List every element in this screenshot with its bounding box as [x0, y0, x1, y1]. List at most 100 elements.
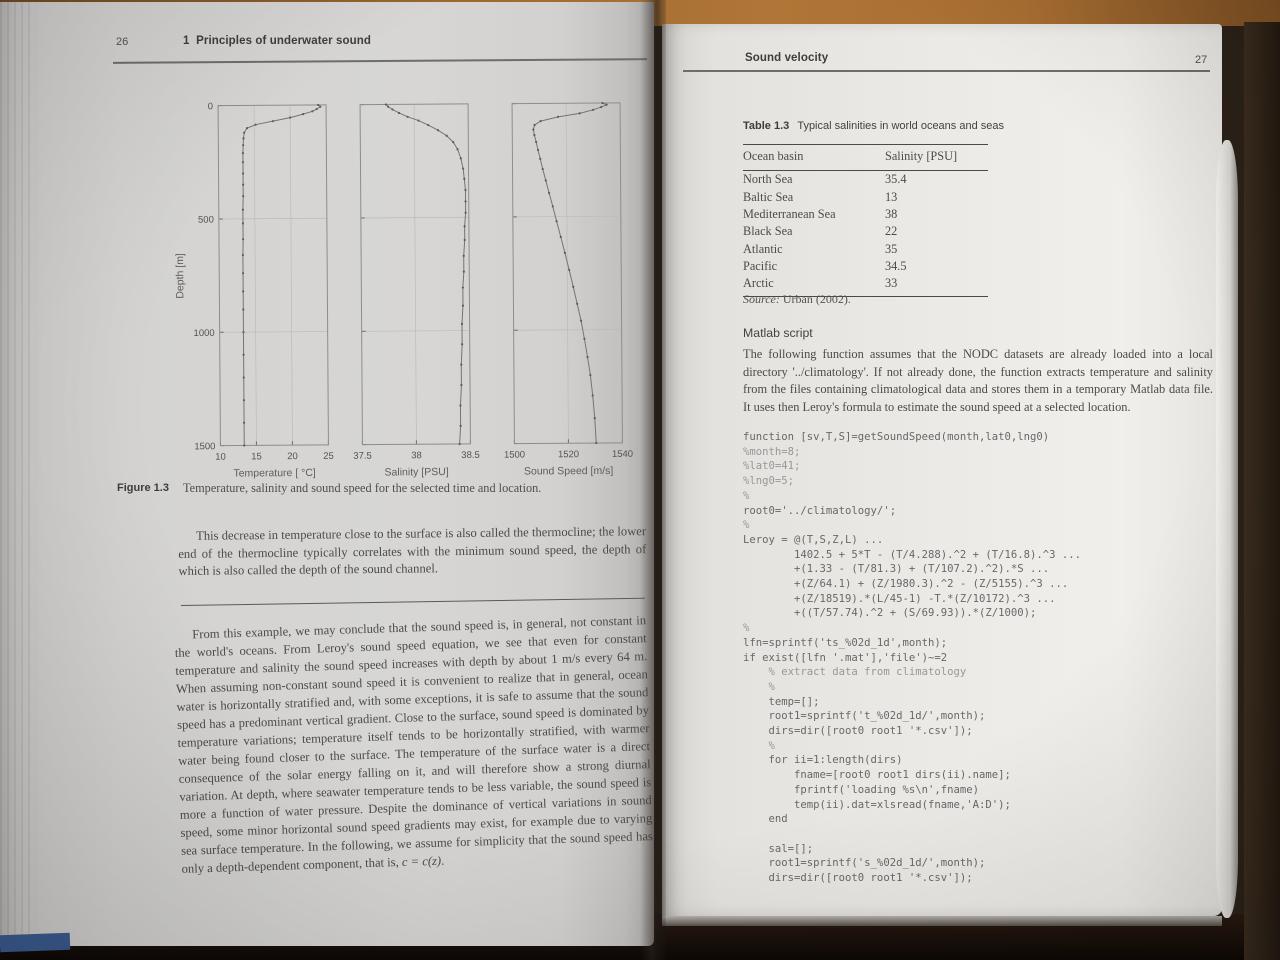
y-tick-label: 0 — [208, 101, 213, 112]
data-point — [463, 238, 466, 242]
table-row: Arctic 33 — [743, 275, 988, 297]
data-point — [559, 235, 562, 239]
profile-curve — [242, 104, 322, 446]
table-header: Ocean basin Salinity [PSU] — [743, 144, 988, 171]
page-edge-stack — [0, 2, 34, 946]
data-point — [384, 103, 388, 106]
data-point — [563, 251, 567, 254]
math-expression: c = c(z) — [401, 853, 442, 869]
x-tick-label: 15 — [251, 451, 262, 462]
code-line: % — [743, 519, 750, 532]
book-cover-corner — [0, 932, 71, 953]
right-page: Sound velocity 27 Table 1.3 Typical sali… — [662, 24, 1222, 916]
code-line: %lng0=5; — [743, 475, 795, 488]
table-row: Pacific 34.5 — [743, 258, 988, 275]
data-point — [591, 394, 594, 397]
data-point — [387, 105, 390, 108]
data-point — [242, 308, 245, 311]
code-line — [743, 827, 1217, 842]
table-source-note: Source: Urban (2002). — [743, 292, 851, 307]
data-point — [551, 205, 554, 208]
data-point — [417, 119, 420, 122]
data-point — [464, 211, 467, 214]
data-point — [427, 123, 430, 127]
data-point — [241, 222, 245, 225]
y-gridline — [218, 217, 327, 220]
x-tick-label: 10 — [215, 452, 226, 463]
body-paragraph-thermocline: This decrease in temperature close to th… — [178, 524, 647, 579]
table-row: Baltic Sea 13 — [743, 188, 988, 205]
data-point — [254, 123, 257, 126]
data-point — [539, 119, 542, 123]
x-tick-label: 38.5 — [461, 450, 480, 461]
data-point — [460, 322, 464, 325]
data-point — [462, 254, 465, 257]
code-line: %month=8; — [743, 445, 801, 458]
data-point — [311, 110, 314, 113]
data-point — [586, 355, 589, 359]
table-cell: Mediterranean Sea — [743, 206, 836, 221]
data-point — [578, 112, 581, 115]
data-point — [242, 183, 245, 186]
data-point — [532, 128, 535, 131]
table-cell: Arctic — [743, 276, 774, 291]
data-point — [242, 290, 245, 293]
data-point — [463, 177, 466, 180]
chapter-title: Principles of underwater sound — [196, 35, 371, 47]
code-line: %lat0=41; — [743, 460, 801, 473]
data-point — [572, 285, 575, 288]
x-tick-label: 37.5 — [353, 451, 372, 462]
data-point — [289, 116, 292, 119]
table-row: Black Sea 22 — [743, 223, 988, 240]
left-header-rule — [113, 58, 647, 64]
data-point — [241, 161, 245, 164]
data-point — [243, 444, 246, 447]
data-point — [242, 144, 245, 147]
right-running-header: Sound velocity — [745, 52, 829, 64]
data-point — [242, 353, 245, 356]
code-line: % — [743, 680, 775, 693]
page-curl — [1216, 140, 1238, 918]
chapter-number: 1 — [183, 35, 190, 47]
data-point — [242, 331, 245, 334]
code-line: fprintf('loading %s\n',fname) — [743, 783, 979, 796]
data-point — [459, 404, 462, 407]
data-point — [242, 238, 245, 241]
x-tick-label: 1540 — [612, 449, 633, 460]
data-point — [605, 103, 608, 106]
data-point — [241, 253, 245, 257]
figure-caption: Temperature, salinity and sound speed fo… — [183, 481, 542, 495]
data-point — [243, 131, 246, 134]
data-point — [461, 343, 464, 346]
code-line: % extract data from climatology — [743, 666, 967, 679]
data-point — [539, 157, 542, 161]
data-point — [556, 115, 560, 118]
data-point — [462, 270, 465, 273]
x-gridline — [253, 105, 257, 446]
data-point — [461, 286, 464, 289]
matlab-script-heading: Matlab script — [743, 326, 813, 340]
right-page-bottom-edge — [662, 916, 1222, 926]
data-point — [464, 200, 467, 203]
data-point — [459, 424, 462, 427]
code-line: % — [743, 739, 775, 752]
table-cell: 38 — [885, 206, 898, 221]
data-point — [536, 148, 540, 152]
data-point — [589, 373, 592, 377]
code-line: root1=sprintf('t_%02d_1d/',month); — [743, 710, 986, 723]
y-tick-label: 500 — [198, 215, 214, 226]
x-axis-label: Temperature [ °C] — [233, 467, 316, 480]
matlab-intro-paragraph: The following function assumes that the … — [743, 347, 1213, 414]
paragraph-period: . — [440, 853, 445, 868]
data-point — [592, 108, 595, 111]
column-header-salinity: Salinity [PSU] — [885, 144, 988, 171]
left-page: 26 1 Principles of underwater sound 10 15… — [0, 2, 654, 946]
data-point — [406, 115, 409, 118]
salinity-table: Ocean basin Salinity [PSU] North Sea 35.4… — [743, 144, 988, 297]
table-cell: Black Sea — [743, 224, 793, 239]
code-line: temp=[]; — [743, 695, 820, 708]
right-page-number: 27 — [1195, 54, 1208, 66]
data-point — [391, 108, 394, 111]
data-point — [445, 134, 448, 137]
